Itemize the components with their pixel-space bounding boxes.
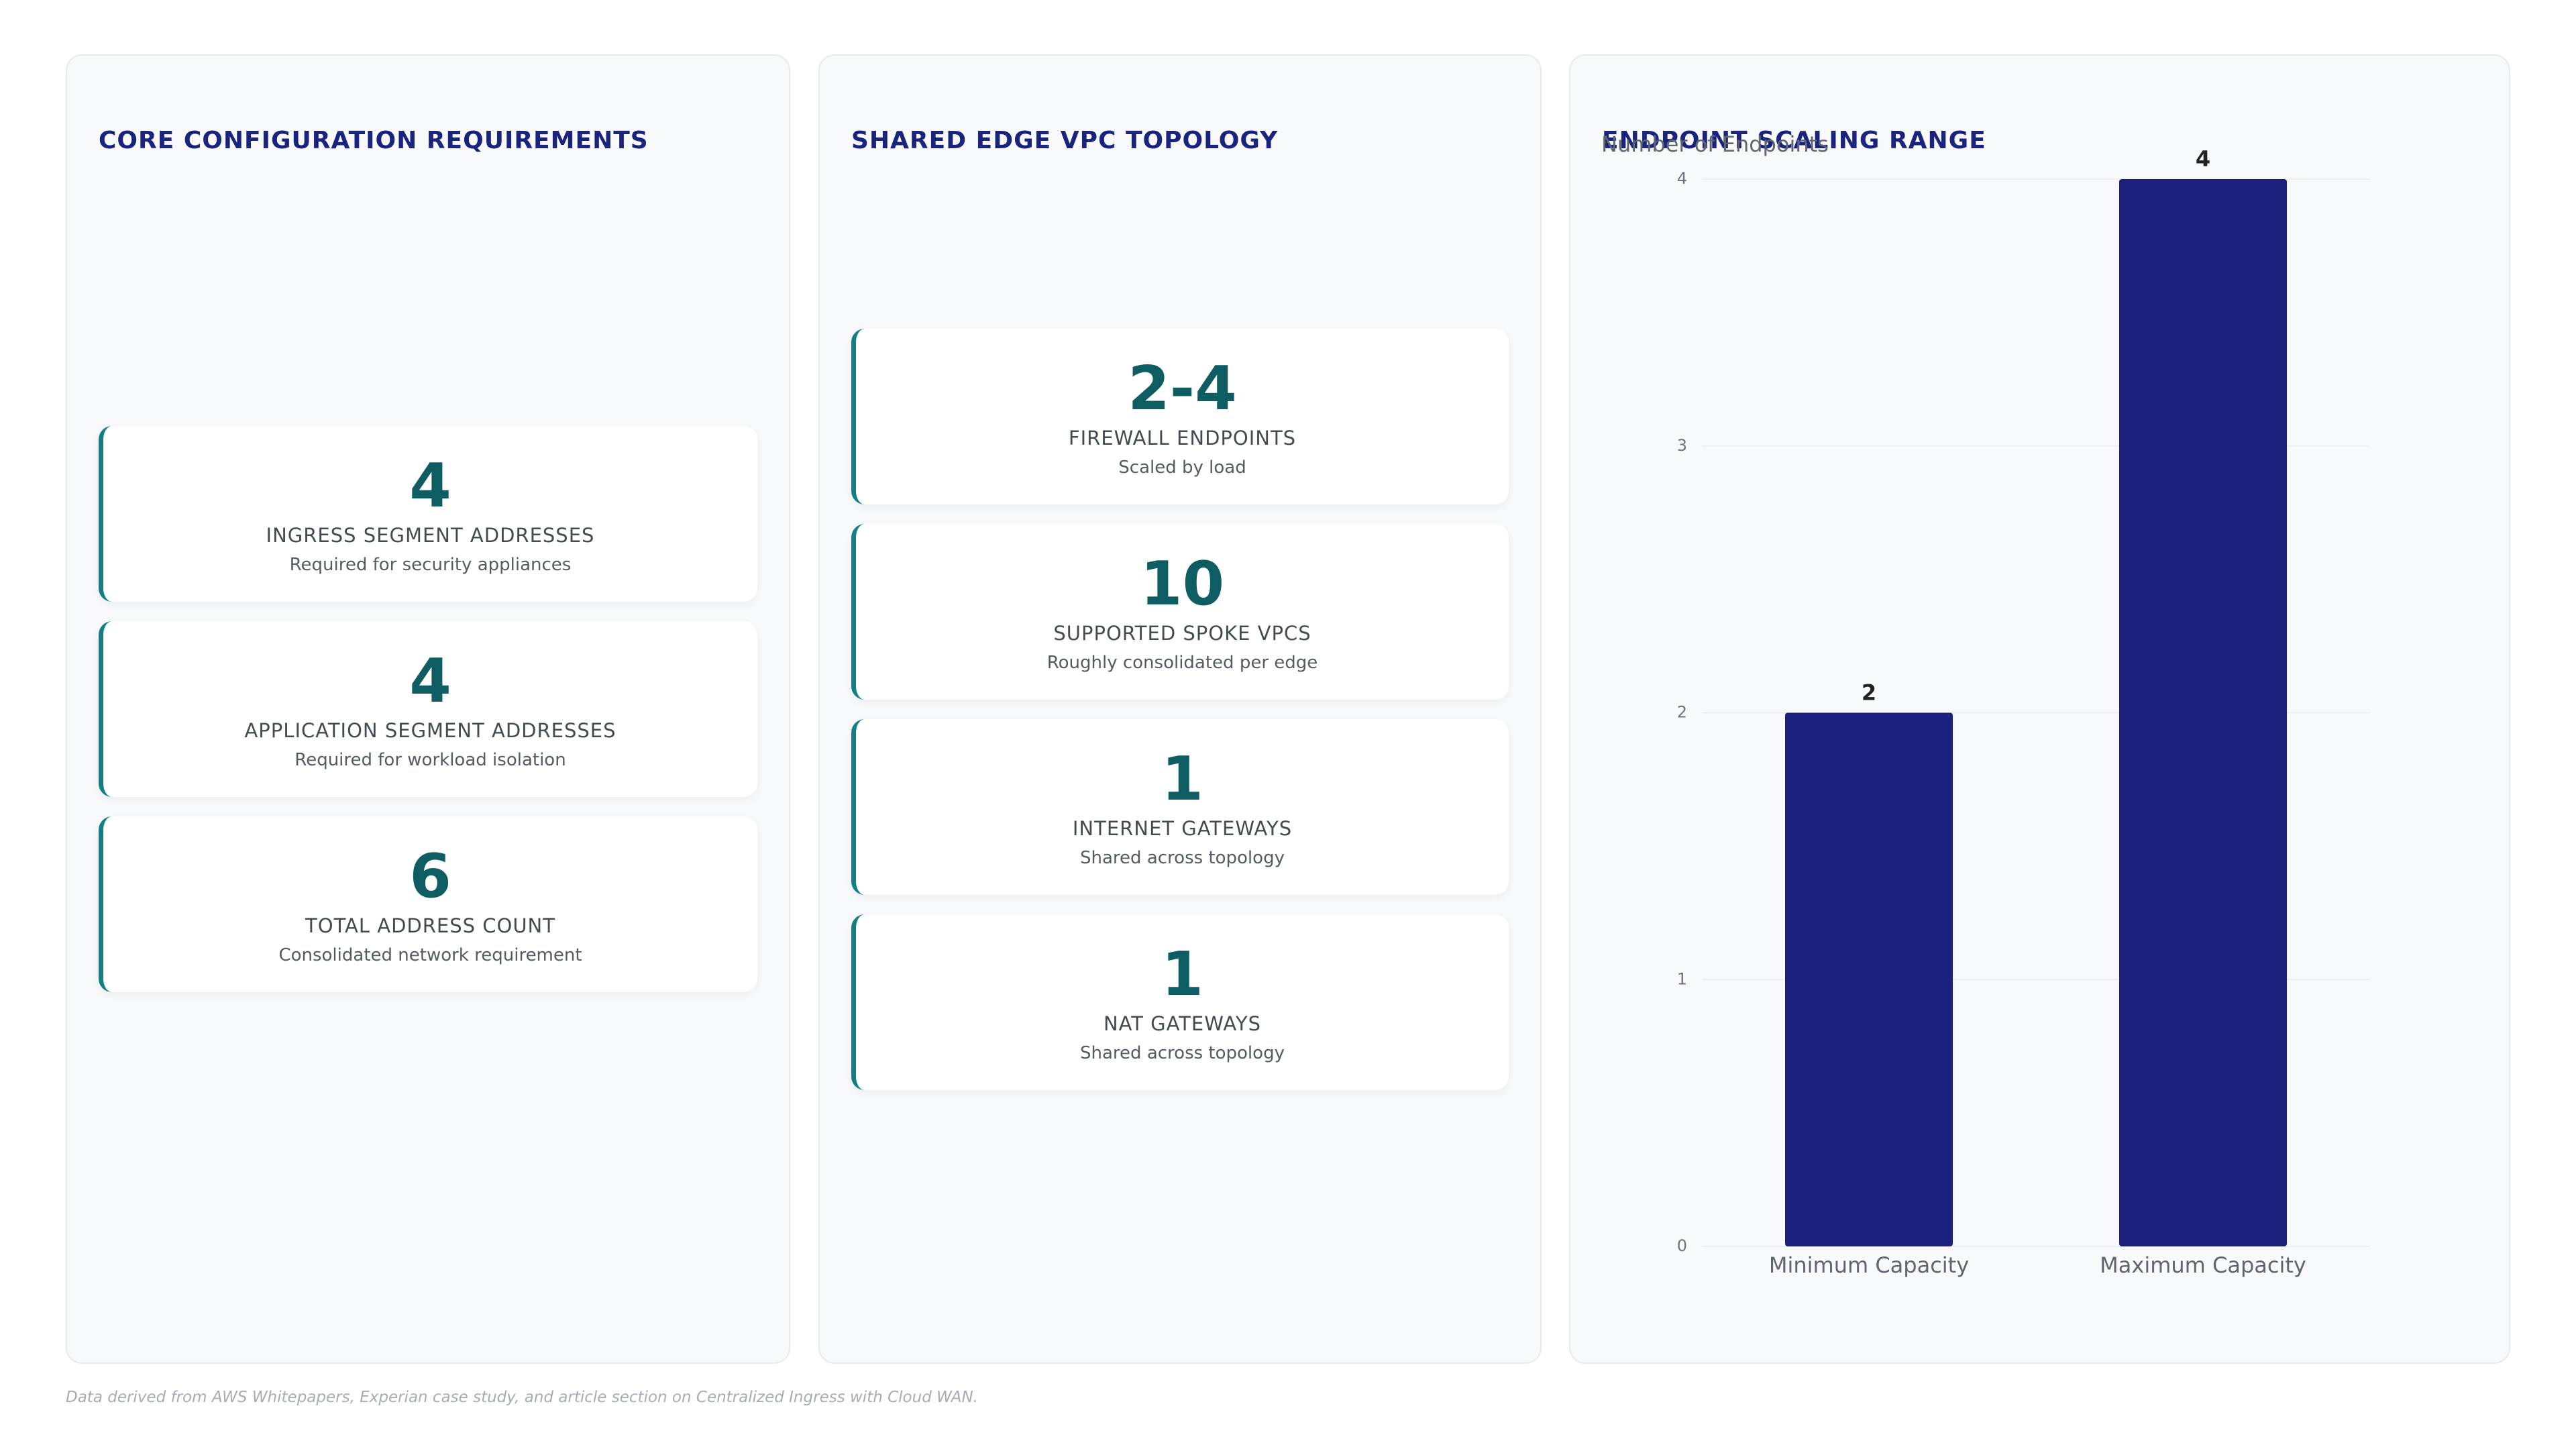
y-tick-label: 0 [1677, 1236, 1687, 1255]
stat-label: INGRESS SEGMENT ADDRESSES [266, 524, 595, 547]
footnote: Data derived from AWS Whitepapers, Exper… [66, 1389, 978, 1406]
stat-note: Required for security appliances [289, 555, 572, 575]
chart: Number of Endpoints 0 1 2 3 4 Minimum Capacit… [1601, 131, 2370, 1278]
stat-card: 1 INTERNET GATEWAYS Shared across topology [851, 718, 1509, 895]
stat-note: Required for workload isolation [294, 750, 566, 770]
stat-note: Consolidated network requirement [278, 945, 582, 965]
stat-card: 4 INGRESS SEGMENT ADDRESSES Required for s… [99, 426, 757, 602]
panel-title: SHARED EDGE VPC TOPOLOGY [851, 127, 1279, 154]
stat-label: TOTAL ADDRESS COUNT [305, 914, 555, 937]
card-list: 4 INGRESS SEGMENT ADDRESSES Required for s… [99, 56, 757, 1362]
stat-value: 4 [409, 646, 451, 716]
stat-card: 4 APPLICATION SEGMENT ADDRESSES Required f… [99, 621, 757, 797]
x-tick-label: Minimum Capacity [1769, 1252, 1969, 1278]
stat-value: 2-4 [1128, 353, 1237, 424]
stat-value: 6 [409, 841, 451, 912]
stat-note: Shared across topology [1080, 847, 1285, 868]
stat-card: 1 NAT GATEWAYS Shared across topology [851, 914, 1509, 1090]
stat-value: 1 [1161, 938, 1203, 1010]
chart-title: ENDPOINT SCALING RANGE [1602, 127, 1986, 154]
y-axis-title: Number of Endpoints [1601, 131, 1829, 157]
stat-note: Roughly consolidated per edge [1046, 652, 1318, 673]
y-tick-label: 1 [1677, 969, 1687, 988]
y-tick-label: 3 [1677, 436, 1687, 455]
y-tick-label: 4 [1677, 169, 1687, 188]
y-tick-label: 2 [1677, 703, 1687, 722]
stat-note: Shared across topology [1080, 1042, 1285, 1063]
bar [1785, 712, 1953, 1246]
value-label: 4 [2196, 146, 2210, 172]
stat-label: SUPPORTED SPOKE VPCS [1053, 621, 1311, 645]
value-label: 2 [1862, 680, 1876, 706]
x-tick-label: Maximum Capacity [2100, 1252, 2306, 1278]
stat-label: NAT GATEWAYS [1103, 1012, 1262, 1035]
stat-value: 1 [1161, 743, 1203, 814]
stat-note: Scaled by load [1118, 457, 1246, 478]
card-list: 2-4 FIREWALL ENDPOINTS Scaled by load 10 SUP… [851, 56, 1509, 1362]
stat-card: 2-4 FIREWALL ENDPOINTS Scaled by load [851, 328, 1509, 504]
stat-value: 4 [409, 451, 451, 521]
panel: CORE CONFIGURATION REQUIREMENTS 4 INGRESS… [66, 54, 790, 1364]
stat-label: FIREWALL ENDPOINTS [1068, 426, 1297, 449]
panel: SHARED EDGE VPC TOPOLOGY 2-4 FIREWALL END… [818, 54, 1542, 1364]
stat-card: 6 TOTAL ADDRESS COUNT Consolidated network… [99, 816, 757, 992]
stat-label: INTERNET GATEWAYS [1072, 816, 1293, 840]
stat-value: 10 [1140, 548, 1225, 619]
chart-panel: ENDPOINT SCALING RANGE Number of Endpoin… [1569, 54, 2510, 1364]
stat-label: APPLICATION SEGMENT ADDRESSES [244, 719, 616, 742]
stat-card: 10 SUPPORTED SPOKE VPCS Roughly consolidat… [851, 523, 1509, 700]
panel-title: CORE CONFIGURATION REQUIREMENTS [99, 127, 649, 154]
bar [2119, 179, 2287, 1246]
